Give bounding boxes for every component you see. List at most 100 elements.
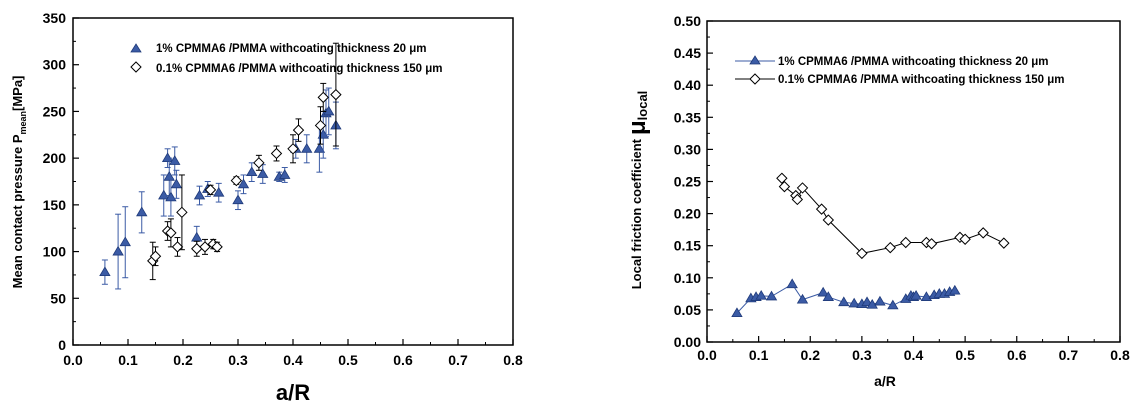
data-point-triangle <box>949 284 961 295</box>
x-tick-label: 0.6 <box>1007 347 1027 363</box>
x-axis-label: a/R <box>874 373 896 389</box>
data-point-triangle <box>112 245 124 256</box>
x-tick-label: 0.0 <box>697 347 717 363</box>
x-tick-label: 0.8 <box>1110 347 1130 363</box>
legend-triangle-marker <box>749 55 761 65</box>
data-point-triangle <box>158 189 170 200</box>
x-tick-label: 0.2 <box>173 352 193 368</box>
y-axis-label-group: Mean contact pressure Pmean[MPa] <box>10 76 28 289</box>
data-point-diamond <box>204 184 217 196</box>
data-point-triangle <box>822 291 835 301</box>
legend-diamond-marker <box>130 61 142 73</box>
data-point-triangle <box>191 231 203 242</box>
svg-text:Local friction coefficientμloc: Local friction coefficient μlocal <box>624 91 651 290</box>
data-point-triangle <box>848 297 860 308</box>
y-tick-label: 0.05 <box>674 302 701 318</box>
data-point-triangle <box>119 236 131 247</box>
data-point-diamond <box>199 241 211 253</box>
x-tick-label: 0.7 <box>448 352 468 368</box>
data-point-triangle <box>237 178 250 189</box>
svg-text:Mean contact pressure Pmean[MP: Mean contact pressure Pmean[MPa] <box>10 76 28 289</box>
data-point-diamond <box>791 193 804 206</box>
data-point-diamond <box>776 172 788 184</box>
x-tick-label: 0.5 <box>955 347 975 363</box>
y-axis-label: Mean contact pressure P <box>10 134 25 288</box>
x-tick-label: 0.7 <box>1059 347 1079 363</box>
data-point-diamond <box>815 203 828 215</box>
y-axis-label-unit: [MPa] <box>10 76 25 111</box>
y-tick-label: 50 <box>50 290 66 306</box>
data-point-diamond <box>822 214 835 226</box>
data-point-diamond <box>171 241 184 253</box>
y-axis-label-subscript: mean <box>18 111 28 135</box>
x-tick-label: 0.3 <box>852 347 872 363</box>
data-point-triangle <box>817 286 829 297</box>
data-point-triangle <box>866 298 878 309</box>
legend: 1% CPMMA6 /PMMA withcoating thickness 20… <box>735 55 1065 86</box>
data-point-diamond <box>330 88 342 101</box>
y-tick-label: 150 <box>43 197 67 213</box>
chart-mean-contact-pressure: 0.0 0.1 0.2 0.3 0.4 0.5 0.6 0.7 0.8 0 50 100 150 200 2… <box>10 10 523 405</box>
data-point-triangle <box>910 289 922 300</box>
y-tick-label: 300 <box>43 57 67 73</box>
x-tick-label: 0.3 <box>228 352 248 368</box>
data-point-diamond <box>191 243 203 255</box>
y-axis-label: Local friction coefficient <box>629 138 644 289</box>
y-tick-label: 0.00 <box>674 334 701 350</box>
y-tick-label: 0 <box>58 337 66 353</box>
data-point-triangle <box>838 296 850 307</box>
x-tick-label: 0.5 <box>338 352 358 368</box>
data-point-diamond <box>292 124 305 136</box>
data-point-triangle <box>161 152 174 163</box>
data-point-triangle <box>246 166 258 177</box>
legend-diamond-marker <box>749 73 761 85</box>
legend-entry-1: 1% CPMMA6 /PMMA withcoating thickness 20… <box>778 56 1049 68</box>
data-point-diamond <box>959 233 971 245</box>
legend-entry-2: 0.1% CPMMA6 /PMMA withcoating thickness … <box>778 74 1065 86</box>
data-point-triangle <box>136 206 148 217</box>
data-point-triangle <box>279 169 291 179</box>
x-tick-label: 0.1 <box>118 352 138 368</box>
data-point-diamond <box>900 236 912 249</box>
data-point-diamond <box>211 241 223 253</box>
data-point-diamond <box>165 227 177 239</box>
y-tick-label: 350 <box>43 10 67 26</box>
data-point-triangle <box>170 178 183 189</box>
data-point-triangle <box>755 289 767 300</box>
data-point-triangle <box>232 194 244 205</box>
data-point-diamond <box>796 182 809 194</box>
data-point-triangle <box>213 186 225 197</box>
data-point-diamond <box>253 157 265 169</box>
data-point-diamond <box>925 238 938 250</box>
data-point-triangle <box>731 307 743 318</box>
y-tick-label: 0.15 <box>674 238 701 254</box>
data-point-diamond <box>317 91 329 104</box>
y-tick-label: 0.40 <box>674 77 701 93</box>
data-point-diamond <box>778 180 791 193</box>
y-tick-label: 0.50 <box>674 13 701 29</box>
y-tick-label: 0.30 <box>674 141 701 157</box>
data-point-triangle <box>765 290 778 301</box>
data-point-triangle <box>323 105 335 116</box>
x-tick-label: 0.6 <box>393 352 413 368</box>
x-tick-label: 0.2 <box>801 347 821 363</box>
series-line <box>781 178 1005 254</box>
data-point-triangle <box>796 293 809 304</box>
y-tick-label: 0.10 <box>674 270 701 286</box>
x-tick-label: 0.4 <box>904 347 924 363</box>
legend-entry-1: 1% CPMMA6 /PMMA withcoating thickness 20… <box>156 43 427 55</box>
data-point-triangle <box>874 295 886 306</box>
x-tick-label: 0.1 <box>749 347 769 363</box>
data-point-diamond <box>998 237 1010 249</box>
y-tick-label: 0.25 <box>674 174 701 190</box>
data-point-diamond <box>314 119 327 132</box>
x-axis-label: a/R <box>276 380 310 405</box>
data-point-diamond <box>287 143 299 155</box>
data-point-diamond <box>856 247 868 260</box>
y-tick-label: 0.20 <box>674 206 701 222</box>
data-point-triangle <box>257 168 269 178</box>
chart-local-friction-coefficient: 0.0 0.1 0.2 0.3 0.4 0.5 0.6 0.7 0.8 0.00 0.05 0.10 0… <box>624 13 1130 389</box>
data-point-diamond <box>977 227 989 239</box>
data-point-diamond <box>176 206 188 219</box>
